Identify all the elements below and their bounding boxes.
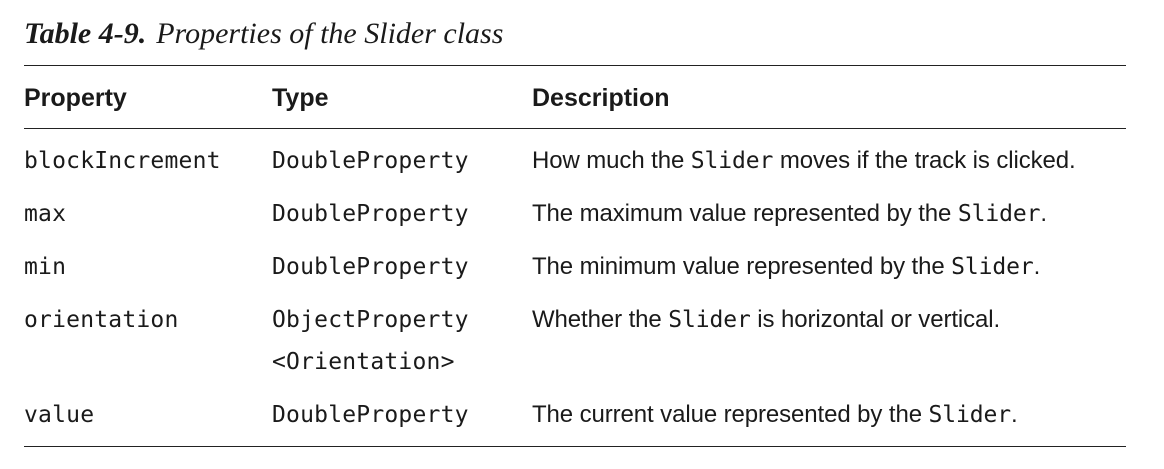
table-bottom-rule xyxy=(24,446,1126,447)
description-code: Slider xyxy=(690,148,774,174)
table-number: Table 4-9. xyxy=(24,17,147,50)
description-code: Slider xyxy=(951,254,1034,280)
description-code: Slider xyxy=(957,201,1041,227)
property-description: The current value represented by the Sli… xyxy=(532,394,1018,436)
property-name: value xyxy=(24,402,95,428)
table-header-rule xyxy=(24,128,1126,129)
property-type-line: <Orientation> xyxy=(272,349,455,375)
table-top-rule xyxy=(24,65,1126,66)
property-type: DoubleProperty xyxy=(272,193,469,235)
property-description: The maximum value represented by the Sli… xyxy=(532,193,1047,235)
description-text: . xyxy=(1033,253,1041,280)
header-property: Property xyxy=(24,84,127,112)
property-type-line: ObjectProperty xyxy=(272,307,469,333)
property-type: DoubleProperty xyxy=(272,140,469,182)
header-type: Type xyxy=(272,84,329,112)
property-type-line: DoubleProperty xyxy=(272,254,469,280)
property-type-line: DoubleProperty xyxy=(272,148,469,174)
description-text: How much the xyxy=(532,147,691,174)
property-type-line: DoubleProperty xyxy=(272,402,469,428)
description-text: The minimum value represented by the xyxy=(532,253,952,280)
description-text: . xyxy=(1011,401,1018,428)
property-type: ObjectProperty <Orientation> xyxy=(272,299,469,383)
property-description: How much the Slider moves if the track i… xyxy=(532,140,1076,182)
property-name: blockIncrement xyxy=(24,148,221,174)
description-text: . xyxy=(1040,200,1047,227)
description-code: Slider xyxy=(668,307,751,333)
property-type: DoubleProperty xyxy=(272,394,469,436)
description-text: Whether the xyxy=(532,306,669,333)
property-name: max xyxy=(24,201,67,227)
description-text: is horizontal or vertical. xyxy=(750,306,1001,333)
description-text: The current value represented by the xyxy=(532,401,929,428)
property-type-line: DoubleProperty xyxy=(272,201,469,227)
description-text: The maximum value represented by the xyxy=(532,200,958,227)
property-name: min xyxy=(24,254,67,280)
description-text: moves if the track is clicked. xyxy=(773,147,1076,174)
description-code: Slider xyxy=(928,402,1012,428)
header-description: Description xyxy=(532,84,670,112)
property-type: DoubleProperty xyxy=(272,246,469,288)
table-title: Properties of the Slider class xyxy=(156,17,504,50)
property-description: The minimum value represented by the Sli… xyxy=(532,246,1040,288)
table-caption: Table 4-9. Properties of the Slider class xyxy=(24,14,503,54)
property-description: Whether the Slider is horizontal or vert… xyxy=(532,299,1000,341)
property-name: orientation xyxy=(24,307,179,333)
